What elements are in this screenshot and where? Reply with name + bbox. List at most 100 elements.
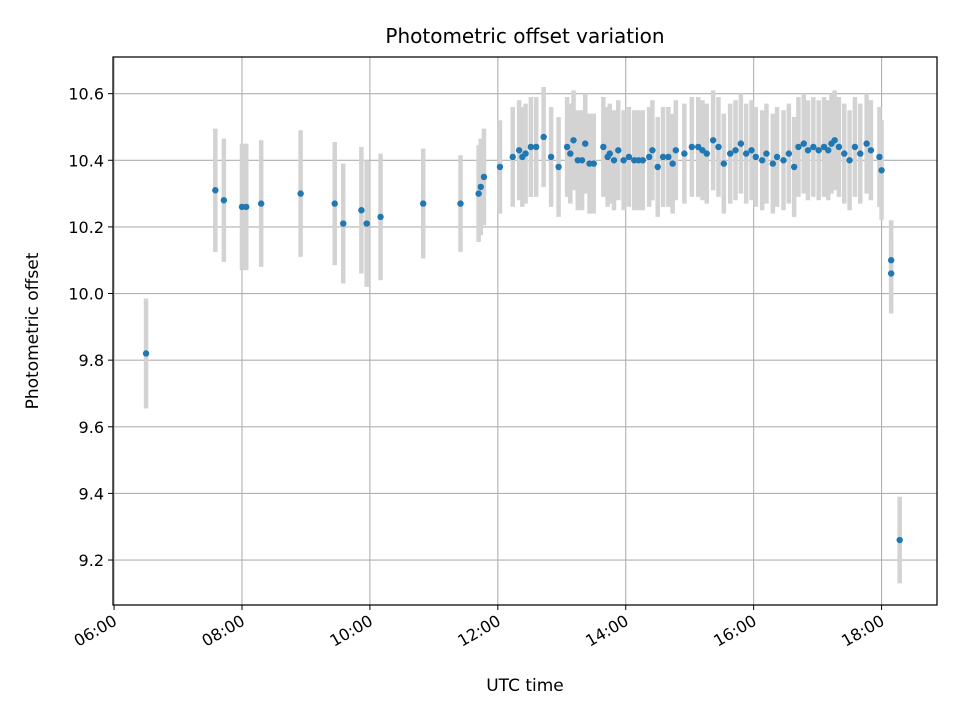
data-point [220,197,228,204]
data-point [563,143,571,151]
data-point [142,350,150,357]
data-points [142,133,903,544]
y-tick-label: 9.6 [79,418,104,437]
x-tick-label: 18:00 [838,611,887,651]
data-point [297,190,304,197]
data-point [896,536,903,544]
y-tick-label: 9.2 [79,551,104,570]
data-point [841,150,848,157]
data-point [582,140,589,147]
x-tick-label: 08:00 [199,611,248,651]
y-axis-title: Photometric offset [23,252,43,409]
data-point [863,140,870,147]
data-point [672,147,680,154]
x-tick-label: 10:00 [326,611,375,651]
data-point [709,137,717,144]
data-point [688,143,696,151]
data-point [790,163,798,171]
data-point [748,147,755,154]
data-point [878,167,885,174]
data-point [547,153,555,161]
data-point [457,200,464,207]
x-tick-label: 14:00 [582,611,631,651]
data-point [815,147,822,154]
data-point [358,207,365,214]
y-tick-label: 10.2 [68,218,104,237]
data-point [727,150,734,157]
x-tick-label: 12:00 [454,611,503,651]
plot-frame [112,56,938,606]
data-point [659,153,667,161]
data-point [645,153,653,161]
data-point [780,157,787,164]
data-point [606,150,613,157]
data-point [625,153,633,161]
data-point [340,220,347,227]
data-point [555,163,562,171]
x-tick-label: 06:00 [71,611,120,651]
data-point [763,150,770,157]
data-point [480,173,488,181]
data-point [867,147,875,154]
data-point [681,150,688,157]
data-point [567,150,574,157]
data-point [785,150,793,157]
data-point [212,187,219,194]
data-point [419,200,427,207]
data-point [831,137,838,144]
data-point [496,163,504,171]
data-point [600,143,607,151]
data-point [887,270,895,277]
data-point [257,200,265,207]
data-point [857,150,864,157]
data-point [720,160,728,167]
data-point [800,140,807,147]
data-point [669,160,676,167]
data-point [527,143,535,151]
data-point [703,150,710,157]
data-point [515,147,523,154]
y-tick-label: 9.8 [79,351,104,370]
data-point [769,160,777,167]
data-point [742,150,750,157]
data-point [639,157,646,164]
data-point [590,160,597,167]
data-point [570,137,577,144]
data-point [509,153,516,161]
data-point [810,143,817,151]
y-tick-label: 9.4 [79,484,104,503]
y-tick-label: 10.0 [68,285,104,304]
data-point [846,157,853,164]
data-point [532,143,540,151]
y-tick-label: 10.6 [68,85,104,104]
data-point [835,143,843,151]
data-point [615,147,622,154]
data-point [795,143,802,151]
data-point [522,150,529,157]
data-point [243,203,250,211]
data-point [665,153,672,161]
data-point [649,147,656,154]
data-point [654,163,661,171]
data-point [804,147,812,154]
data-point [752,153,759,161]
data-point [887,257,895,264]
data-point [475,190,482,197]
data-point [825,147,832,154]
data-point [876,153,883,161]
data-point [578,157,586,164]
x-axis-title: UTC time [486,676,564,696]
data-point [331,200,338,207]
data-point [477,183,484,191]
x-tick-label: 16:00 [710,611,759,651]
error-bars [143,86,902,584]
data-point [715,143,722,151]
data-point [620,157,627,164]
data-point [851,143,859,151]
data-point [737,140,745,147]
data-point [610,157,618,164]
data-point [363,220,370,227]
data-point [758,157,766,164]
